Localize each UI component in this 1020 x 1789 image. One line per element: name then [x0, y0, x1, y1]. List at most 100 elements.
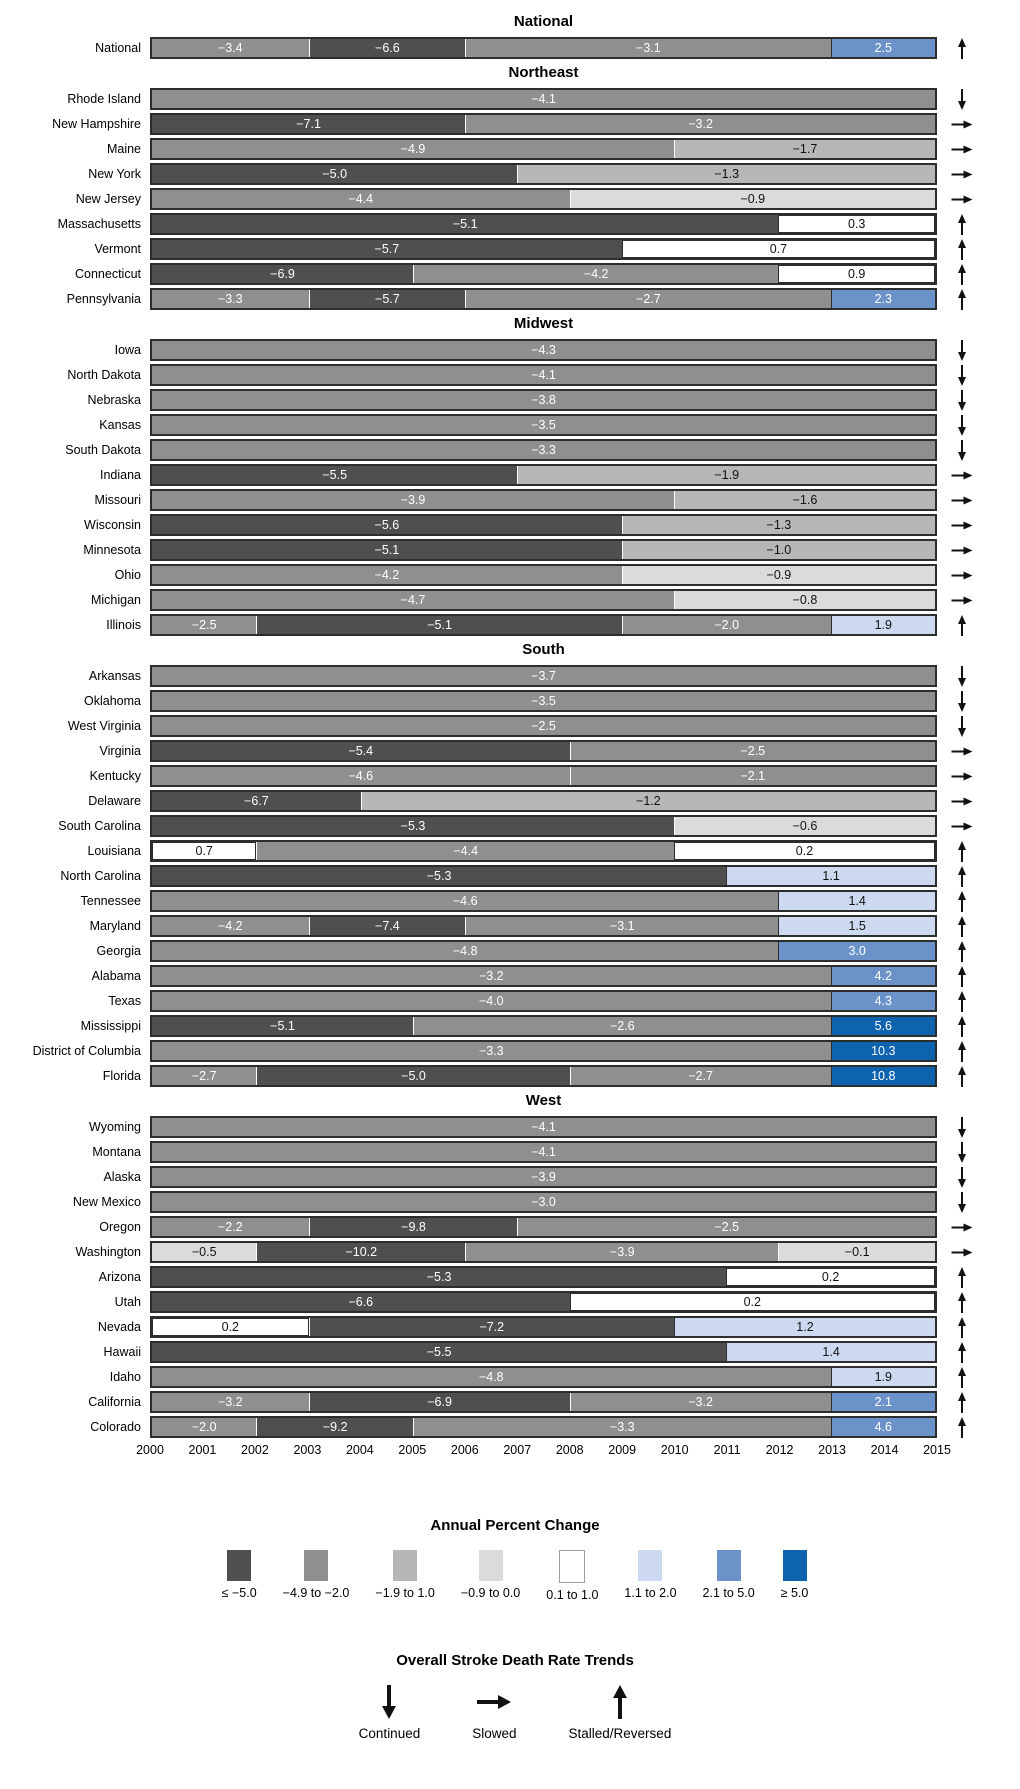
apc-segment: 2.5	[830, 39, 935, 57]
trend-arrow-right-icon	[951, 518, 973, 532]
trend-arrow-down-icon	[955, 1191, 969, 1213]
state-row: Wyoming −4.1	[10, 1116, 1020, 1138]
arrow-stem	[960, 439, 964, 454]
apc-value: −4.1	[531, 367, 556, 382]
apc-segment: −2.5	[517, 1218, 935, 1236]
apc-segment: 0.2	[726, 1268, 935, 1286]
legend-swatch	[716, 1550, 741, 1581]
apc-legend-title: Annual Percent Change	[430, 1517, 600, 1534]
trend-arrow-down-icon	[955, 690, 969, 712]
trend-arrow-right-icon	[951, 142, 973, 156]
apc-segment: −7.2	[308, 1318, 674, 1336]
arrow-stem	[960, 997, 964, 1012]
arrow-stem	[960, 1166, 964, 1181]
apc-value: −5.6	[374, 517, 400, 532]
apc-segment: −5.1	[256, 616, 622, 634]
apc-segment: 0.7	[621, 240, 935, 258]
apc-segment: −4.9	[152, 140, 674, 158]
apc-value: −4.3	[531, 342, 556, 357]
state-label: Utah	[114, 1295, 141, 1309]
state-row: Iowa −4.3	[10, 339, 1020, 361]
legend-label: 1.1 to 2.0	[624, 1586, 677, 1600]
apc-bar: −5.3 0.2	[150, 1266, 937, 1288]
apc-bar: −3.7	[150, 665, 937, 687]
apc-value: −2.5	[714, 1219, 740, 1234]
apc-segment: 3.0	[778, 942, 935, 960]
trend-arrow-up-icon	[609, 1685, 631, 1719]
apc-value: −4.2	[217, 918, 243, 933]
arrow-stem	[960, 1191, 964, 1206]
apc-value: −4.2	[374, 567, 400, 582]
x-axis-row: 2000 2001 2002 2003 2004 2005 2006 2007 2008 2009…	[10, 1441, 1020, 1461]
apc-segment: 0.7	[152, 842, 257, 860]
trend-arrow-up-icon	[955, 37, 969, 59]
apc-value: 4.6	[874, 1419, 892, 1434]
apc-value: 0.7	[769, 241, 788, 256]
apc-segment: 2.1	[830, 1393, 935, 1411]
trend-legend-item: Continued	[359, 1685, 420, 1741]
arrow-stem	[960, 897, 964, 912]
legend-swatch	[782, 1550, 807, 1581]
state-row: Utah −6.6 0.2	[10, 1291, 1020, 1313]
state-label: Delaware	[88, 794, 141, 808]
state-row: Maryland −4.2 −7.4 −3.1 1.5	[10, 915, 1020, 937]
apc-bar: −5.5 1.4	[150, 1341, 937, 1363]
apc-segment: −9.2	[256, 1418, 413, 1436]
apc-value: −5.4	[348, 743, 374, 758]
state-row: Maine −4.9 −1.7	[10, 138, 1020, 160]
trend-arrow-up-icon	[955, 1266, 969, 1288]
apc-segment: 1.4	[726, 1343, 935, 1361]
trend-arrow-right-icon	[477, 1691, 512, 1713]
state-label: Wyoming	[89, 1120, 141, 1134]
state-label: District of Columbia	[32, 1044, 141, 1058]
apc-value: −4.6	[348, 768, 374, 783]
apc-value: −0.5	[191, 1244, 217, 1259]
state-label: Pennsylvania	[66, 292, 141, 306]
apc-value: 1.4	[822, 1344, 840, 1359]
arrow-stem	[960, 1423, 964, 1438]
apc-bar: −5.6 −1.3	[150, 514, 937, 536]
apc-bar: −4.6 −2.1	[150, 765, 937, 787]
trend-arrow-up-icon	[955, 965, 969, 987]
state-label: Virginia	[99, 744, 141, 758]
arrow-stem	[951, 774, 966, 778]
arrow-stem	[960, 1398, 964, 1413]
state-row: Virginia −5.4 −2.5	[10, 740, 1020, 762]
apc-bar: −2.0 −9.2 −3.3 4.6	[150, 1416, 937, 1438]
x-tick: 2013	[818, 1443, 846, 1457]
arrow-stem	[951, 749, 966, 753]
state-label: South Carolina	[58, 819, 141, 833]
state-row: Louisiana 0.7 −4.4 0.2	[10, 840, 1020, 862]
state-row: Florida −2.7 −5.0 −2.7 10.8	[10, 1065, 1020, 1087]
apc-value: −3.7	[531, 668, 556, 683]
apc-value: −0.9	[740, 191, 766, 206]
region-header-row: West	[10, 1091, 1020, 1111]
arrow-stem	[960, 1373, 964, 1388]
apc-segment: −3.2	[152, 967, 831, 985]
apc-value: −6.7	[244, 793, 269, 808]
apc-value: −2.5	[531, 718, 556, 733]
apc-segment: −2.2	[152, 1218, 309, 1236]
trend-arrow-up-icon	[955, 1316, 969, 1338]
x-tick: 2010	[660, 1443, 689, 1457]
apc-segment: 1.1	[726, 867, 935, 885]
apc-bar: −3.8	[150, 389, 937, 411]
apc-value: −3.2	[688, 116, 713, 131]
state-label: North Dakota	[67, 368, 141, 382]
apc-value: −4.6	[452, 893, 478, 908]
arrow-stem	[951, 799, 966, 803]
state-row: Connecticut −6.9 −4.2 0.9	[10, 263, 1020, 285]
apc-value: −6.9	[270, 266, 295, 281]
apc-bar: −3.2 4.2	[150, 965, 937, 987]
arrow-head	[957, 1291, 966, 1301]
apc-value: −3.5	[531, 417, 556, 432]
apc-segment: 1.4	[778, 892, 935, 910]
arrow-stem	[960, 621, 964, 636]
state-row: New Hampshire −7.1 −3.2	[10, 113, 1020, 135]
state-label: Michigan	[90, 593, 141, 607]
region-header: South	[522, 641, 565, 658]
apc-value: −3.3	[609, 1419, 635, 1434]
apc-segment: −9.8	[308, 1218, 518, 1236]
state-row: Kansas −3.5	[10, 414, 1020, 436]
